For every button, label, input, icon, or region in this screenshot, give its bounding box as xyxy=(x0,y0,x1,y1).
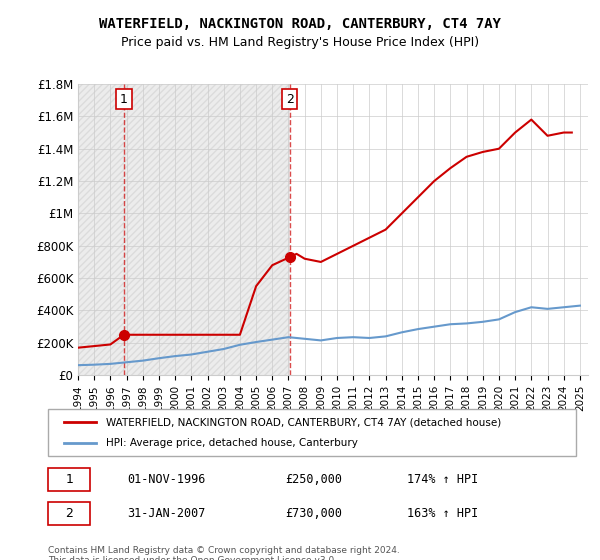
FancyBboxPatch shape xyxy=(48,409,576,456)
Text: HPI: Average price, detached house, Canterbury: HPI: Average price, detached house, Cant… xyxy=(106,438,358,448)
Text: £250,000: £250,000 xyxy=(286,473,343,486)
Text: 2: 2 xyxy=(65,507,73,520)
Text: 01-NOV-1996: 01-NOV-1996 xyxy=(127,473,206,486)
Text: 163% ↑ HPI: 163% ↑ HPI xyxy=(407,507,478,520)
FancyBboxPatch shape xyxy=(48,468,90,491)
Text: 31-JAN-2007: 31-JAN-2007 xyxy=(127,507,206,520)
Text: WATERFIELD, NACKINGTON ROAD, CANTERBURY, CT4 7AY (detached house): WATERFIELD, NACKINGTON ROAD, CANTERBURY,… xyxy=(106,417,502,427)
Text: 174% ↑ HPI: 174% ↑ HPI xyxy=(407,473,478,486)
FancyBboxPatch shape xyxy=(48,502,90,525)
Text: 1: 1 xyxy=(65,473,73,486)
Text: 1: 1 xyxy=(120,93,128,106)
Text: WATERFIELD, NACKINGTON ROAD, CANTERBURY, CT4 7AY: WATERFIELD, NACKINGTON ROAD, CANTERBURY,… xyxy=(99,17,501,31)
Text: Contains HM Land Registry data © Crown copyright and database right 2024.
This d: Contains HM Land Registry data © Crown c… xyxy=(48,546,400,560)
Text: 2: 2 xyxy=(286,93,294,106)
Text: £730,000: £730,000 xyxy=(286,507,343,520)
Text: Price paid vs. HM Land Registry's House Price Index (HPI): Price paid vs. HM Land Registry's House … xyxy=(121,36,479,49)
